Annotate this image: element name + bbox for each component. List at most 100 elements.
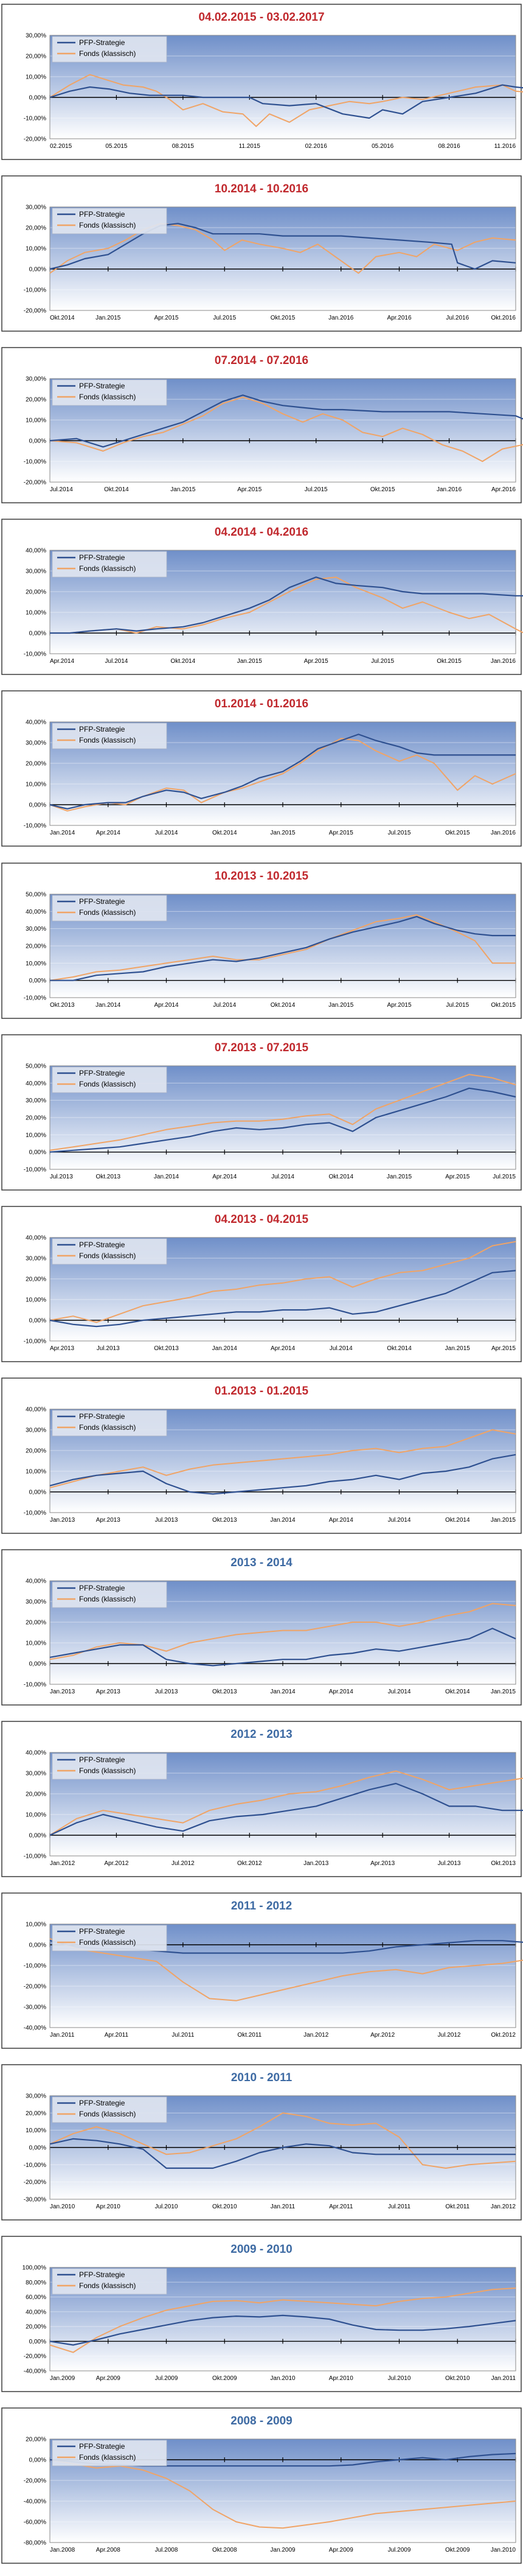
x-tick-label: Jan.2015 [237,658,263,665]
x-tick-label: Okt.2012 [491,2032,516,2039]
x-tick-label: Jul.2014 [388,1517,411,1524]
y-tick-label: -30,00% [24,2004,46,2011]
y-tick-label: 40,00% [26,2309,46,2315]
x-tick-label: Apr.2014 [329,1517,353,1524]
y-tick-label: 0,00% [29,1833,46,1839]
legend-label-fund: Fonds (klassisch) [79,1423,136,1432]
x-tick-label: Apr.2014 [154,1002,178,1009]
y-tick-label: -40,00% [24,2025,46,2032]
x-tick-label: Apr.2014 [96,830,120,836]
x-tick-label: Jul.2012 [438,2032,461,2039]
x-tick-label: Apr.2014 [50,658,74,665]
x-tick-label: Jan.2010 [50,2203,75,2210]
x-tick-label: Jan.2012 [491,2203,516,2210]
legend-label-strategy: PFP-Strategie [79,1069,125,1077]
y-tick-label: -10,00% [24,1167,46,1174]
x-tick-label: Jul.2008 [155,2547,178,2553]
series-line-fund [49,223,516,274]
legend-box [52,36,167,63]
x-tick-label: Okt.2014 [104,486,129,493]
x-tick-label: Apr.2015 [304,658,328,665]
x-tick-label: Okt.2010 [212,2203,237,2210]
series-line-fund [49,1937,523,2001]
x-tick-label: Jan.2010 [491,2547,516,2553]
x-tick-label: Okt.2013 [212,1689,237,1695]
x-tick-label: Apr.2010 [329,2375,353,2382]
y-tick-label: -30,00% [24,2197,46,2203]
x-tick-label: Jan.2009 [50,2375,75,2382]
legend-box [52,895,167,922]
plot-border [49,2095,516,2200]
chart-panel-14: 2008 - 2009 -80,00% -60,00% -40,00% -20,00% 0… [0,2406,523,2565]
chart-svg-5: 10.2013 - 10.2015 -10,00% 0,00% 10,00% 20,00… [1,863,522,1019]
y-tick-label: 20,00% [26,943,46,950]
series-line-fund [49,1603,516,1661]
y-tick-label: 0,00% [29,1661,46,1668]
legend-box [52,723,167,749]
y-tick-label: 20,00% [26,589,46,596]
y-tick-label: 50,00% [26,1063,46,1070]
y-tick-label: -10,00% [24,1853,46,1860]
x-tick-label: Okt.2013 [154,1345,179,1352]
x-tick-label: Apr.2015 [491,1345,516,1352]
y-tick-label: -10,00% [24,1682,46,1689]
x-tick-label: Apr.2009 [329,2547,353,2553]
y-tick-label: 30,00% [26,569,46,575]
y-tick-label: 20,00% [26,1276,46,1283]
y-tick-label: 40,00% [26,909,46,915]
x-tick-label: Jan.2015 [328,1002,354,1009]
y-tick-label: -10,00% [24,995,46,1002]
legend-label-strategy: PFP-Strategie [79,2099,125,2107]
chart-title: 2008 - 2009 [230,2415,292,2427]
legend-label-strategy: PFP-Strategie [79,2270,125,2279]
legend-box [52,1925,167,1951]
series-line-strategy [49,1628,516,1667]
x-tick-label: Apr.2013 [96,1517,120,1524]
x-tick-label: Jan.2015 [491,1517,516,1524]
chart-svg-12: 2010 - 2011 -30,00% -20,00% -10,00% 0,00% 10,… [1,2064,522,2221]
y-tick-label: 0,00% [29,1489,46,1496]
x-tick-label: 08.2016 [438,143,460,150]
x-tick-label: Jul.2012 [171,1860,195,1867]
x-tick-label: Okt.2013 [212,1517,237,1524]
y-tick-label: 0,00% [29,1149,46,1156]
chart-panel-11: 2011 - 2012 -40,00% -30,00% -20,00% -10,00% 0… [0,1891,523,2050]
x-tick-label: Okt.2015 [370,486,395,493]
x-tick-label: Apr.2014 [212,1174,237,1180]
y-tick-label: 10,00% [26,2127,46,2134]
y-tick-label: 10,00% [26,782,46,788]
y-tick-label: 30,00% [26,740,46,747]
chart-title: 2013 - 2014 [230,1556,293,1569]
y-tick-label: 10,00% [26,1812,46,1819]
x-tick-label: Apr.2010 [96,2203,120,2210]
x-tick-label: Apr.2015 [329,830,353,836]
x-tick-label: Jul.2009 [388,2547,411,2553]
y-tick-label: 30,00% [26,1427,46,1434]
x-tick-label: Okt.2014 [387,1345,412,1352]
legend-label-fund: Fonds (klassisch) [79,1766,136,1775]
series-line-fund [50,576,523,634]
y-tick-label: 20,00% [26,761,46,768]
y-tick-label: 20,00% [26,397,46,404]
y-tick-label: 40,00% [26,1407,46,1413]
y-tick-label: 10,00% [26,246,46,253]
chart-panel-0: 04.02.2015 - 03.02.2017 -20,00% -10,00% 0,0… [0,2,523,161]
x-tick-label: Okt.2010 [445,2375,470,2382]
series-line-fund [49,1770,523,1836]
legend-box [52,2268,167,2295]
y-tick-label: -40,00% [24,2368,46,2375]
y-tick-label: -10,00% [24,1963,46,1970]
chart-title: 04.02.2015 - 03.02.2017 [198,11,324,24]
legend-box [52,1753,167,1780]
chart-svg-2: 07.2014 - 07.2016 -20,00% -10,00% 0,00% 10,0… [1,347,523,503]
y-tick-label: 0,00% [29,2457,46,2464]
y-tick-label: -10,00% [24,823,46,830]
y-tick-label: 40,00% [26,1750,46,1757]
legend-box [52,2096,167,2123]
plot-border [49,894,516,998]
y-tick-label: -10,00% [24,287,46,294]
y-tick-label: 30,00% [26,33,46,40]
y-tick-label: 30,00% [26,376,46,383]
x-tick-label: Jan.2014 [95,1002,121,1009]
